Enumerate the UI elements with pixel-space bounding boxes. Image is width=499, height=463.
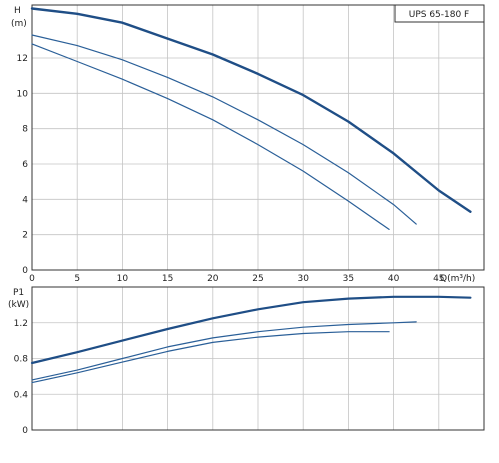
power-ytick-label: 0 [22,426,28,436]
head-ytick-label: 6 [22,160,28,170]
flow-axis-label: Q(m³/h) [440,274,475,284]
head-axis-label: H [14,6,21,16]
head-xtick-label: 45 [433,274,444,284]
power-frame [31,286,485,431]
head-axis-unit: (m) [11,19,27,29]
head-xtick-label: 0 [29,274,35,284]
power-ytick-label: 0.8 [14,355,29,365]
power-axis-unit: (kW) [8,300,29,310]
head-xtick-label: 40 [388,274,400,284]
title-frame [394,4,485,23]
head-ytick-label: 4 [22,195,28,205]
head-xtick-label: 10 [117,274,129,284]
head-xtick-label: 35 [343,274,354,284]
head-xtick-label: 20 [207,274,219,284]
head-curve-2 [31,34,417,225]
chart-title: UPS 65-180 F [409,10,470,20]
head-ytick-label: 12 [17,54,28,64]
head-plot: 0 2 4 6 8 10 12 0 5 10 15 20 25 30 35 40 45 [17,4,485,284]
head-ytick-label: 8 [22,125,28,135]
head-curve-3 [31,43,390,230]
power-curve-2 [31,321,417,381]
head-xtick-label: 15 [162,274,173,284]
power-axis-label: P1 [13,288,24,298]
head-ytick-label: 0 [22,266,28,276]
head-xtick-label: 5 [74,274,80,284]
power-plot: 0 0.4 0.8 1.2 [14,286,485,436]
head-xtick-label: 25 [252,274,263,284]
power-ytick-label: 0.4 [14,390,29,400]
head-xtick-label: 30 [297,274,309,284]
head-ytick-label: 10 [17,89,29,99]
power-curve-1 [30,295,472,365]
head-curve-1 [30,7,472,213]
head-ytick-label: 2 [22,231,28,241]
power-ytick-label: 1.2 [14,319,28,329]
power-curve-3 [31,331,390,384]
chart-title-box: UPS 65-180 F [394,4,485,23]
head-frame [31,4,485,271]
